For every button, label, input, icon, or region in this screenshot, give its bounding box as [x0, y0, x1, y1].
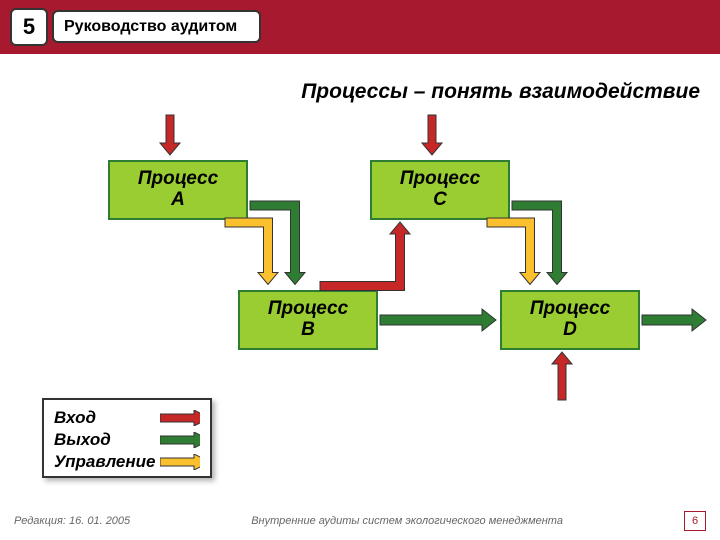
arrow-BtoC: [318, 220, 414, 297]
header-bar: 5 Руководство аудитом: [0, 0, 720, 54]
process-box-A: Процесс А: [108, 160, 248, 220]
legend-label: Выход: [54, 430, 152, 450]
footer-center: Внутренние аудиты систем экологического …: [130, 515, 684, 527]
legend-row: Управление: [54, 452, 200, 472]
legend-box: ВходВыходУправление: [42, 398, 212, 478]
legend-arrow-icon: [160, 454, 200, 470]
arrow-Dout: [640, 307, 708, 333]
slide-number-badge: 5: [10, 8, 48, 46]
process-box-B: Процесс В: [238, 290, 378, 350]
arrow-CtoD_ctrl: [485, 216, 542, 287]
slide-title: Руководство аудитом: [52, 10, 261, 43]
arrow-inC: [420, 113, 444, 157]
arrow-BtoD: [378, 307, 498, 333]
legend-arrow-icon: [160, 410, 200, 426]
arrow-AtoB_ctrl: [223, 216, 280, 287]
footer-page: 6: [684, 511, 706, 531]
subtitle: Процессы – понять взаимодействие: [301, 80, 700, 104]
footer-date: Редакция: 16. 01. 2005: [14, 515, 130, 527]
legend-row: Выход: [54, 430, 200, 450]
footer: Редакция: 16. 01. 2005 Внутренние аудиты…: [0, 506, 720, 536]
arrow-inD: [550, 350, 574, 402]
legend-label: Вход: [54, 408, 152, 428]
legend-arrow-icon: [160, 432, 200, 448]
arrow-inA: [158, 113, 182, 157]
legend-row: Вход: [54, 408, 200, 428]
process-box-D: Процесс D: [500, 290, 640, 350]
legend-label: Управление: [54, 452, 152, 472]
process-box-C: Процесс С: [370, 160, 510, 220]
